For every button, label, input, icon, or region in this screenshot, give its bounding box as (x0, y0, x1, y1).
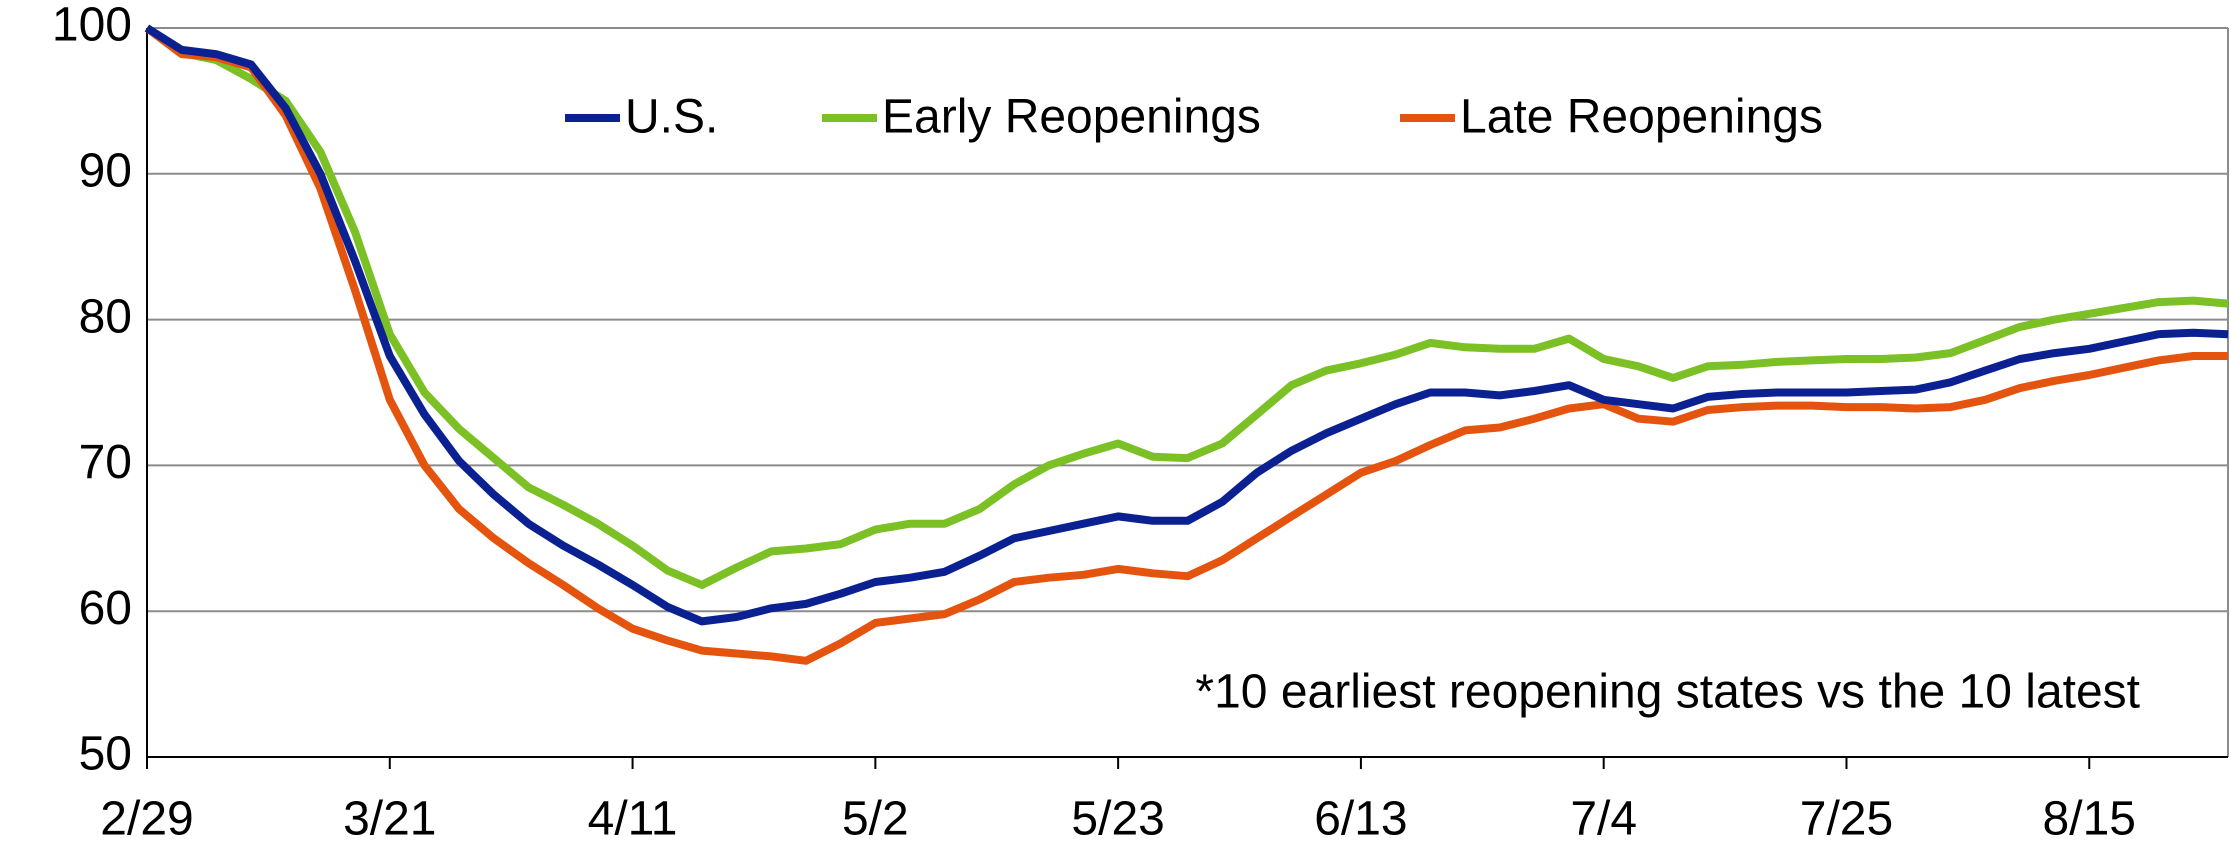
y-tick-label: 70 (79, 436, 132, 489)
x-tick-label: 5/23 (1071, 793, 1164, 844)
y-tick-label: 60 (79, 582, 132, 635)
x-tick-label: 8/15 (2043, 793, 2136, 844)
series-line (144, 24, 2229, 626)
y-tick-label: 50 (79, 728, 132, 781)
y-tick-label: 80 (79, 290, 132, 343)
x-tick-label: 6/13 (1314, 793, 1407, 844)
x-tick-label: 7/25 (1800, 793, 1893, 844)
series-line (144, 24, 2229, 589)
series-line (144, 24, 2228, 665)
x-tick-label: 7/4 (1570, 793, 1637, 844)
legend-label: U.S. (625, 91, 718, 144)
x-tick-label: 3/21 (343, 793, 436, 844)
annotation: *10 earliest reopening states vs the 10 … (1195, 666, 2140, 719)
legend-label: Early Reopenings (882, 91, 1261, 144)
x-tick-label: 5/2 (842, 793, 909, 844)
x-tick-label: 2/29 (100, 793, 193, 844)
legend-label: Late Reopenings (1460, 91, 1823, 144)
y-tick-label: 100 (52, 0, 132, 52)
y-tick-label: 90 (79, 144, 132, 197)
x-tick-label: 4/11 (588, 793, 678, 844)
